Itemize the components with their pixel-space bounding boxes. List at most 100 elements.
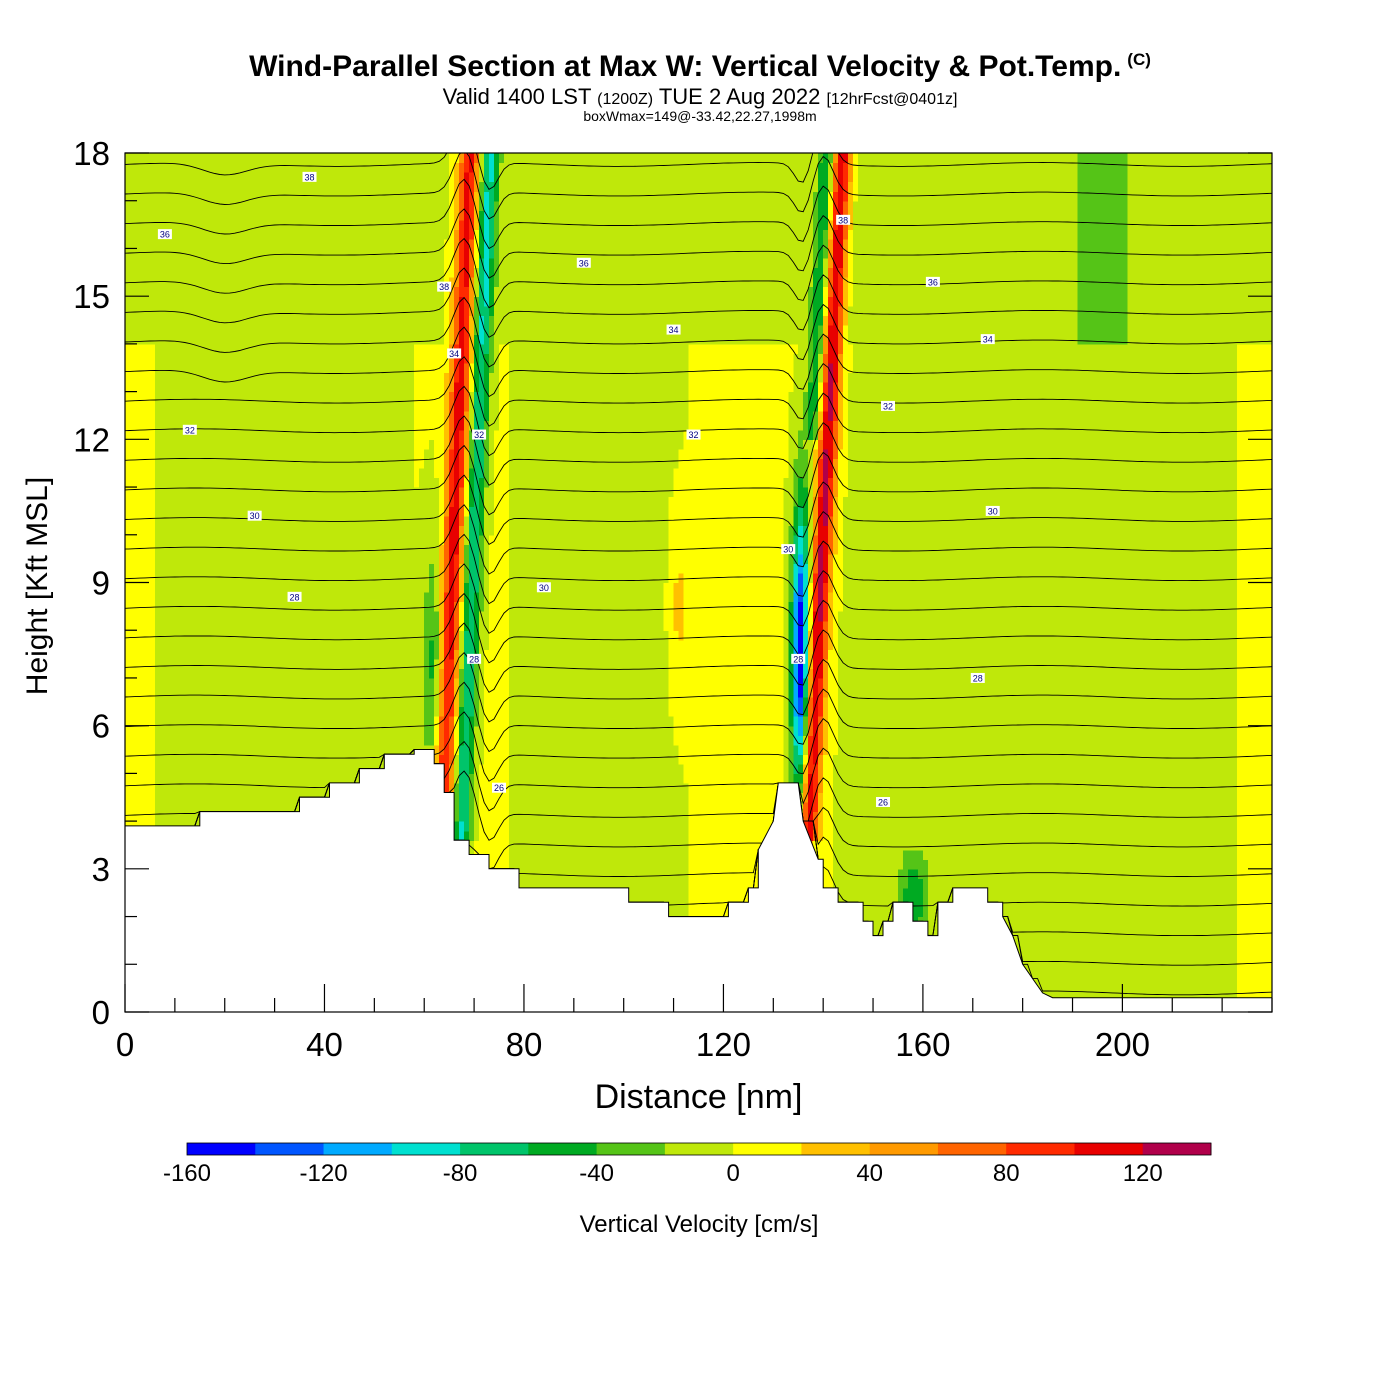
terrain-mask (125, 749, 1272, 1012)
field-cell (848, 343, 854, 374)
field-cell (818, 496, 824, 545)
field-cell (454, 649, 460, 679)
field-cell (673, 467, 680, 584)
theta-contour-line (125, 208, 1272, 279)
field-cell (813, 763, 819, 813)
field-cell (144, 153, 151, 345)
field-cell (344, 153, 351, 1012)
contour-label: 36 (157, 229, 172, 240)
field-cell (469, 172, 475, 240)
field-cell (793, 353, 799, 460)
field-cell (464, 410, 470, 450)
field-cell (1257, 343, 1263, 1012)
field-cell (434, 716, 440, 746)
field-cell (459, 296, 465, 431)
contour-label-text: 34 (983, 335, 993, 345)
field-cell (454, 286, 460, 345)
field-cell (479, 315, 485, 345)
field-cell (813, 410, 819, 440)
field-cell (793, 458, 799, 507)
field-cell (469, 277, 475, 316)
field-cell (454, 821, 460, 841)
field-cell (528, 153, 535, 1012)
field-cell (553, 153, 560, 1012)
field-cell (134, 343, 141, 1012)
field-cell (568, 153, 575, 1012)
contour-label-text: 32 (185, 425, 195, 435)
field-cell (329, 153, 336, 1012)
field-cell (828, 362, 834, 421)
field-cell (838, 448, 844, 612)
field-cell (334, 153, 341, 1012)
field-cell (653, 153, 660, 1012)
field-cell (294, 153, 301, 1012)
field-cell (474, 658, 480, 727)
field-cell (578, 153, 585, 1012)
contour-label: 38 (302, 171, 317, 182)
field-cell (474, 592, 480, 660)
field-cell (803, 525, 809, 565)
field-cell (803, 677, 809, 698)
field-cell (783, 153, 789, 345)
field-cell (833, 420, 839, 460)
theta-contour-line (125, 563, 1272, 634)
field-cell (748, 343, 754, 1012)
field-cell (588, 153, 595, 1012)
field-cell (1262, 343, 1268, 1012)
field-cell (808, 735, 814, 774)
field-cell (818, 410, 824, 431)
field-cell (683, 153, 690, 431)
field-cell (479, 210, 485, 259)
field-cell (798, 697, 804, 717)
field-cell (723, 343, 730, 1012)
field-cell (803, 153, 809, 393)
field-cell (159, 153, 166, 1012)
theta-contour-line (125, 237, 1272, 309)
field-cell (818, 153, 824, 164)
field-cell (1262, 153, 1268, 345)
field-cell (449, 716, 455, 765)
contour-label: 30 (985, 505, 1000, 516)
field-cell (449, 391, 455, 450)
field-cell (773, 343, 779, 984)
field-cell (803, 487, 809, 526)
field-cell (833, 496, 839, 555)
field-cell (803, 735, 809, 755)
field-cell (942, 153, 949, 1012)
contour-label-text: 30 (250, 511, 260, 521)
field-cell (728, 343, 735, 1012)
field-cell (429, 639, 435, 679)
field-cell (359, 153, 365, 1012)
field-cell (1007, 153, 1014, 1012)
field-cell (459, 162, 465, 221)
field-cell (783, 343, 789, 479)
field-cell (828, 477, 834, 517)
field-cell (1022, 153, 1029, 1012)
field-cell (389, 153, 395, 1012)
valid-date: TUE 2 Aug 2022 (658, 84, 821, 109)
field-cell (972, 153, 979, 1012)
field-cell (489, 181, 495, 259)
field-cell (668, 716, 675, 1012)
field-cell (1037, 153, 1044, 1012)
colorbar: -160 -120 -80 -40 0 40 80 120 Vertical Velocity … (163, 1142, 1212, 1238)
field-cell (449, 506, 455, 660)
field-cell (798, 429, 804, 479)
field-cell (279, 153, 286, 1012)
field-cell (189, 153, 196, 1012)
colorbar-swatch (187, 1143, 256, 1155)
field-cell (1077, 343, 1084, 1012)
colorbar-swatch (1006, 1143, 1075, 1155)
field-cell (224, 153, 231, 1012)
colorbar-tick-label: -120 (300, 1160, 348, 1187)
field-cell (798, 153, 804, 431)
contour-label-text: 30 (988, 506, 998, 516)
contour-label-bg (686, 429, 701, 440)
field-cell (793, 506, 799, 536)
valid-time: Valid 1400 LST (442, 84, 591, 109)
field-cell (434, 658, 440, 717)
colorbar-swatch (391, 1143, 461, 1155)
field-cell (848, 372, 854, 1012)
